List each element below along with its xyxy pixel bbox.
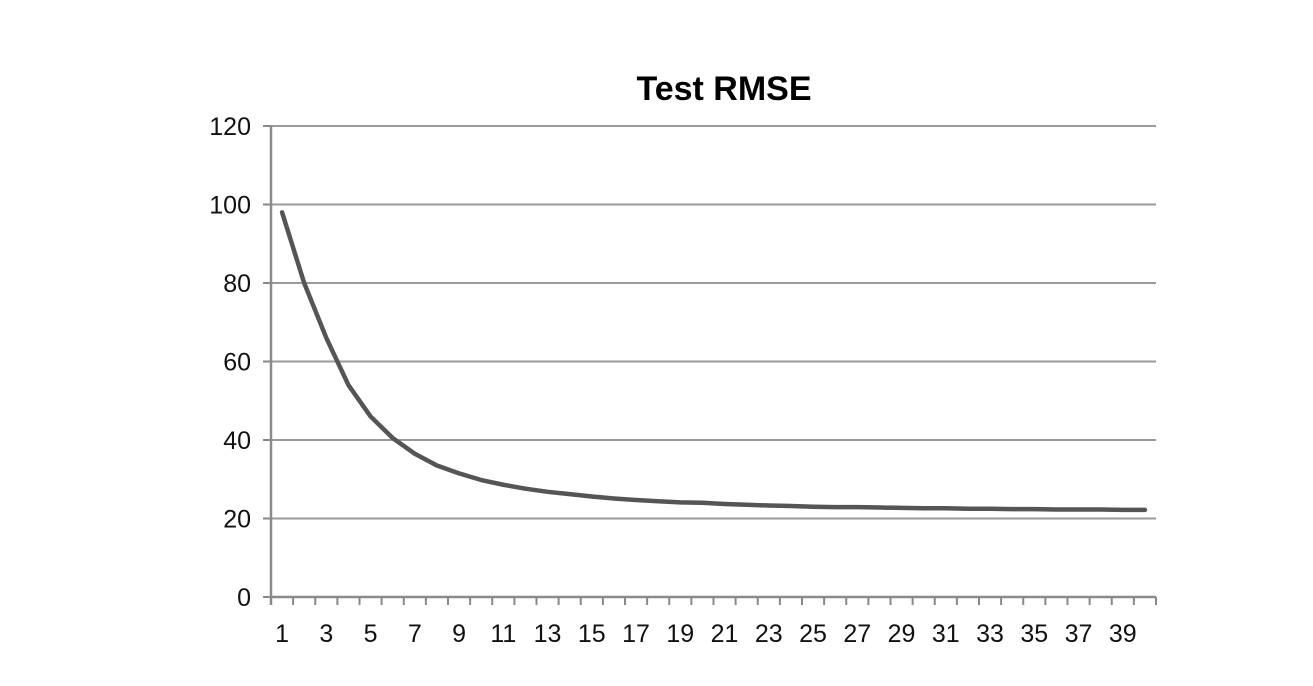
x-tick-label: 11 bbox=[490, 620, 516, 648]
x-tick-label: 21 bbox=[711, 620, 739, 648]
x-tick-label: 39 bbox=[1109, 620, 1137, 648]
x-tick-label: 9 bbox=[452, 620, 466, 648]
x-tick-label: 35 bbox=[1020, 620, 1048, 648]
y-tick-label: 80 bbox=[223, 270, 251, 298]
x-tick-label: 25 bbox=[799, 620, 827, 648]
x-tick-label: 19 bbox=[666, 620, 694, 648]
x-tick-label: 27 bbox=[843, 620, 871, 648]
x-tick-label: 13 bbox=[534, 620, 562, 648]
y-tick-label: 100 bbox=[209, 192, 251, 220]
y-tick-label: 20 bbox=[223, 506, 251, 534]
series-line bbox=[279, 210, 1148, 513]
y-tick-label: 40 bbox=[223, 427, 251, 455]
x-axis-tick-labels: 1 3 5 7 9 11 13 15 17 19 21 23 25 27 29 31 33 35 37 39 bbox=[275, 620, 1137, 648]
y-tick-label: 60 bbox=[223, 349, 251, 377]
series-layer bbox=[279, 210, 1148, 513]
y-axis-tick-labels: 0 20 40 60 80 100 120 bbox=[209, 113, 251, 612]
x-tick-label: 7 bbox=[408, 620, 422, 648]
x-tick-label: 37 bbox=[1065, 620, 1093, 648]
x-tick-label: 5 bbox=[364, 620, 378, 648]
x-tick-label: 1 bbox=[275, 620, 289, 648]
x-tick-label: 15 bbox=[578, 620, 606, 648]
x-tick-label: 33 bbox=[976, 620, 1004, 648]
x-tick-label: 31 bbox=[932, 620, 960, 648]
x-tick-label: 23 bbox=[755, 620, 783, 648]
x-tick-label: 3 bbox=[319, 620, 333, 648]
y-tick-label: 0 bbox=[237, 584, 251, 612]
y-tick-label: 120 bbox=[209, 113, 251, 141]
gridlines bbox=[271, 125, 1156, 520]
x-tick-label: 17 bbox=[622, 620, 650, 648]
axes bbox=[263, 125, 1157, 605]
x-tick-label: 29 bbox=[888, 620, 916, 648]
chart-title: Test RMSE bbox=[636, 70, 812, 108]
